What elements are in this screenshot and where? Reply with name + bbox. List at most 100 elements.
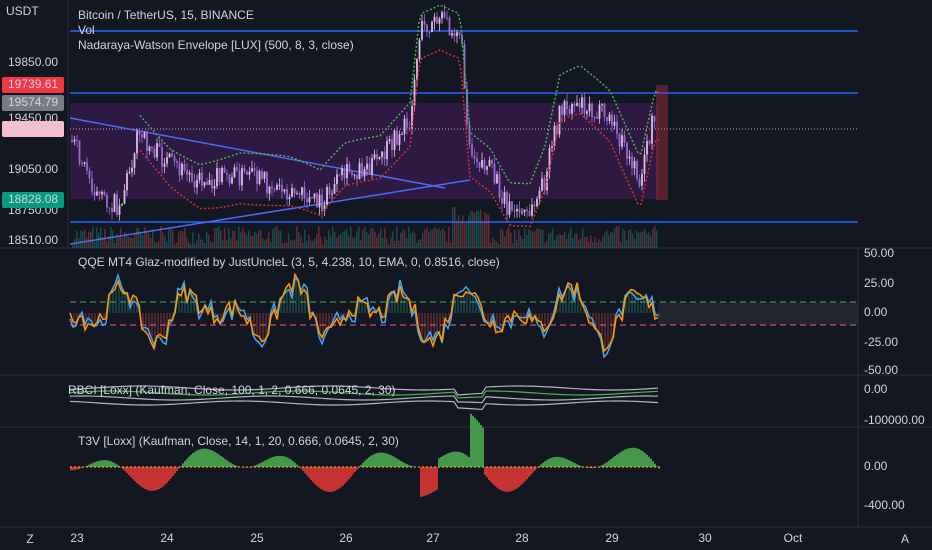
volume-bar — [322, 243, 324, 248]
t3v-bar — [300, 467, 302, 469]
t3v-bar — [476, 420, 478, 467]
t3v-bar — [378, 452, 380, 467]
volume-bar — [494, 240, 496, 248]
volume-bar — [122, 237, 124, 248]
volume-bar — [502, 230, 504, 248]
candle-body — [606, 117, 608, 121]
volume-bar — [560, 234, 562, 248]
candle-body — [106, 194, 108, 208]
candle-body — [246, 171, 248, 175]
t3v-bar — [490, 467, 492, 483]
volume-bar — [182, 231, 184, 248]
t3v-bar — [220, 455, 222, 467]
candle-body — [438, 18, 441, 24]
volume-bar — [462, 215, 464, 248]
candle-body — [316, 193, 318, 208]
volume-bar — [288, 233, 290, 248]
t3v-bar — [390, 455, 392, 467]
volume-bar — [638, 232, 640, 248]
volume-bar — [616, 226, 618, 248]
qqe-hist — [289, 283, 291, 313]
qqe-hist — [394, 292, 396, 313]
footer-button[interactable]: Z — [26, 532, 33, 546]
t3v-bar — [524, 467, 526, 482]
qqe-hist — [295, 274, 297, 313]
qqe-hist — [160, 313, 162, 335]
t3v-bar — [656, 466, 658, 467]
volume-bar — [444, 231, 446, 248]
t3v-bar — [172, 467, 174, 477]
t3v-bar — [190, 454, 192, 467]
axis-label: -100000.00 — [864, 413, 925, 427]
volume-bar — [536, 228, 538, 248]
t3v-bar — [166, 467, 168, 483]
volume-bar — [382, 237, 384, 248]
volume-bar — [384, 228, 386, 248]
candle-body — [368, 163, 371, 175]
qqe-hist — [100, 313, 102, 315]
candle-body — [381, 151, 383, 157]
candle-body — [556, 125, 558, 135]
candle-body — [593, 116, 596, 118]
t3v-bar — [536, 467, 538, 469]
t3v-bar — [192, 453, 194, 467]
t3v-bar — [658, 467, 660, 469]
candle-body — [138, 131, 141, 135]
candle-body — [603, 103, 606, 118]
volume-bar — [158, 241, 160, 248]
t3v-bar — [614, 456, 616, 467]
qqe-hist — [568, 282, 570, 313]
volume-bar — [558, 234, 560, 248]
candle-body — [568, 109, 571, 114]
qqe-hist — [631, 289, 633, 313]
volume-bar — [72, 243, 74, 248]
qqe-hist — [535, 313, 537, 316]
candle-body — [121, 203, 123, 206]
t3v-bar — [136, 467, 138, 484]
qqe-hist — [121, 289, 123, 313]
price-badge — [2, 95, 64, 111]
qqe-hist — [538, 313, 540, 321]
t3v-bar — [652, 461, 654, 467]
candle-body — [551, 146, 553, 149]
candle-body — [548, 148, 551, 172]
volume-bar — [614, 227, 616, 248]
t3v-bar — [454, 451, 456, 467]
volume-bar — [276, 226, 278, 248]
volume-bar — [464, 223, 466, 248]
footer-button[interactable]: A — [901, 532, 909, 546]
candle-body — [413, 79, 416, 107]
qqe-hist — [148, 313, 150, 335]
t3v-bar — [276, 456, 278, 467]
t3v-bar — [320, 467, 322, 489]
candle-body — [188, 172, 191, 175]
volume-bar — [224, 228, 226, 248]
candle-body — [336, 174, 338, 185]
volume-bar — [468, 215, 470, 248]
qqe-hist — [286, 287, 288, 313]
candle-body — [96, 191, 98, 196]
qqe-hist — [214, 313, 216, 324]
t3v-bar — [280, 455, 282, 467]
t3v-bar — [528, 467, 530, 478]
volume-bar — [586, 236, 588, 248]
volume-bar — [218, 226, 220, 248]
qqe-hist — [76, 313, 78, 324]
volume-bar — [544, 243, 546, 248]
price-badge — [2, 121, 64, 137]
t3v-bar — [370, 455, 372, 467]
t3v-bar — [116, 464, 118, 467]
candle-body — [208, 179, 211, 185]
candle-body — [436, 16, 438, 24]
volume-bar — [400, 232, 402, 248]
volume-bar — [282, 243, 284, 248]
qqe-hist — [598, 313, 600, 332]
t3v-bar — [262, 461, 264, 467]
volume-bar — [474, 212, 476, 248]
volume-bar — [108, 236, 110, 248]
candle-body — [318, 194, 321, 208]
candle-body — [251, 168, 253, 172]
t3v-bar — [244, 467, 246, 468]
t3v-bar — [260, 462, 262, 467]
